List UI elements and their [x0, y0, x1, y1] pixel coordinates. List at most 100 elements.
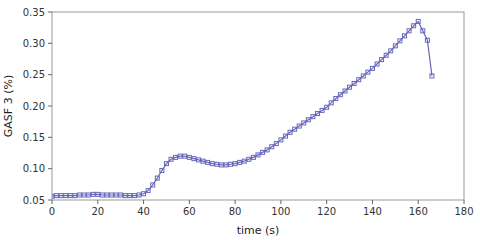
x-tick-label: 20 — [91, 206, 104, 217]
data-point — [96, 192, 100, 196]
data-point — [77, 193, 81, 197]
y-tick-label: 0.25 — [23, 69, 45, 80]
data-point — [123, 194, 127, 198]
x-tick — [326, 200, 327, 204]
data-point — [55, 194, 59, 198]
data-point — [233, 162, 237, 166]
data-point — [256, 153, 260, 157]
data-point — [151, 183, 155, 187]
data-point — [160, 169, 164, 173]
data-point — [87, 193, 91, 197]
data-point — [155, 176, 159, 180]
x-tick-label: 0 — [49, 206, 55, 217]
x-tick-label: 140 — [363, 206, 382, 217]
data-point — [334, 96, 338, 100]
data-point — [283, 134, 287, 138]
data-point — [196, 158, 200, 162]
data-point — [293, 127, 297, 131]
data-point — [348, 85, 352, 89]
data-point — [183, 154, 187, 158]
data-point — [370, 66, 374, 70]
data-point — [311, 115, 315, 119]
data-point — [402, 34, 406, 38]
x-tick — [372, 200, 373, 204]
data-point — [380, 58, 384, 62]
data-point — [137, 193, 141, 197]
data-point — [206, 160, 210, 164]
y-tick — [48, 74, 52, 75]
data-point — [430, 74, 434, 78]
data-point — [329, 101, 333, 105]
data-point — [398, 39, 402, 43]
data-point — [164, 162, 168, 166]
x-tick-label: 80 — [229, 206, 242, 217]
x-tick — [464, 200, 465, 204]
y-tick — [48, 168, 52, 169]
data-point — [306, 118, 310, 122]
y-tick-label: 0.15 — [23, 132, 45, 143]
data-point — [174, 155, 178, 159]
x-tick — [235, 200, 236, 204]
y-tick-label: 0.35 — [23, 7, 45, 18]
data-point — [201, 159, 205, 163]
x-tick-label: 120 — [317, 206, 336, 217]
data-point — [82, 193, 86, 197]
data-point — [393, 44, 397, 48]
data-point — [297, 124, 301, 128]
data-point — [68, 194, 72, 198]
series-line — [52, 21, 432, 196]
y-tick-label: 0.10 — [23, 163, 45, 174]
data-point — [178, 154, 182, 158]
y-tick — [48, 200, 52, 201]
y-tick-label: 0.05 — [23, 195, 45, 206]
plot-frame — [52, 12, 464, 200]
data-point — [265, 148, 269, 152]
y-tick-label: 0.20 — [23, 101, 45, 112]
data-point — [229, 162, 233, 166]
data-point — [142, 192, 146, 196]
x-tick-label: 180 — [454, 206, 473, 217]
x-tick-label: 40 — [137, 206, 150, 217]
x-tick — [280, 200, 281, 204]
data-point — [412, 24, 416, 28]
data-point — [215, 162, 219, 166]
x-tick — [418, 200, 419, 204]
data-point — [421, 29, 425, 33]
plot-area — [52, 19, 434, 198]
data-point — [343, 89, 347, 93]
data-point — [242, 159, 246, 163]
data-point — [251, 155, 255, 159]
data-point — [73, 194, 77, 198]
data-point — [261, 150, 265, 154]
data-point — [416, 19, 420, 23]
x-tick — [52, 200, 53, 204]
data-point — [100, 193, 104, 197]
data-point — [407, 29, 411, 33]
y-tick — [48, 137, 52, 138]
data-point — [224, 163, 228, 167]
data-point — [320, 108, 324, 112]
y-axis-label: GASF 3 (%) — [2, 75, 15, 137]
data-point — [274, 142, 278, 146]
y-tick — [48, 106, 52, 107]
data-point — [352, 81, 356, 85]
data-point — [146, 189, 150, 193]
y-tick-label: 0.30 — [23, 38, 45, 49]
data-point — [279, 138, 283, 142]
data-point — [288, 130, 292, 134]
data-point — [219, 163, 223, 167]
data-point — [110, 193, 114, 197]
data-point — [105, 193, 109, 197]
x-tick — [97, 200, 98, 204]
data-point — [238, 160, 242, 164]
data-point — [132, 194, 136, 198]
data-point — [366, 70, 370, 74]
data-point — [389, 49, 393, 53]
data-point — [247, 157, 251, 161]
data-point — [52, 194, 54, 198]
data-point — [128, 194, 132, 198]
data-point — [59, 194, 63, 198]
x-tick-label: 100 — [271, 206, 290, 217]
data-point — [425, 38, 429, 42]
x-tick-label: 160 — [409, 206, 428, 217]
